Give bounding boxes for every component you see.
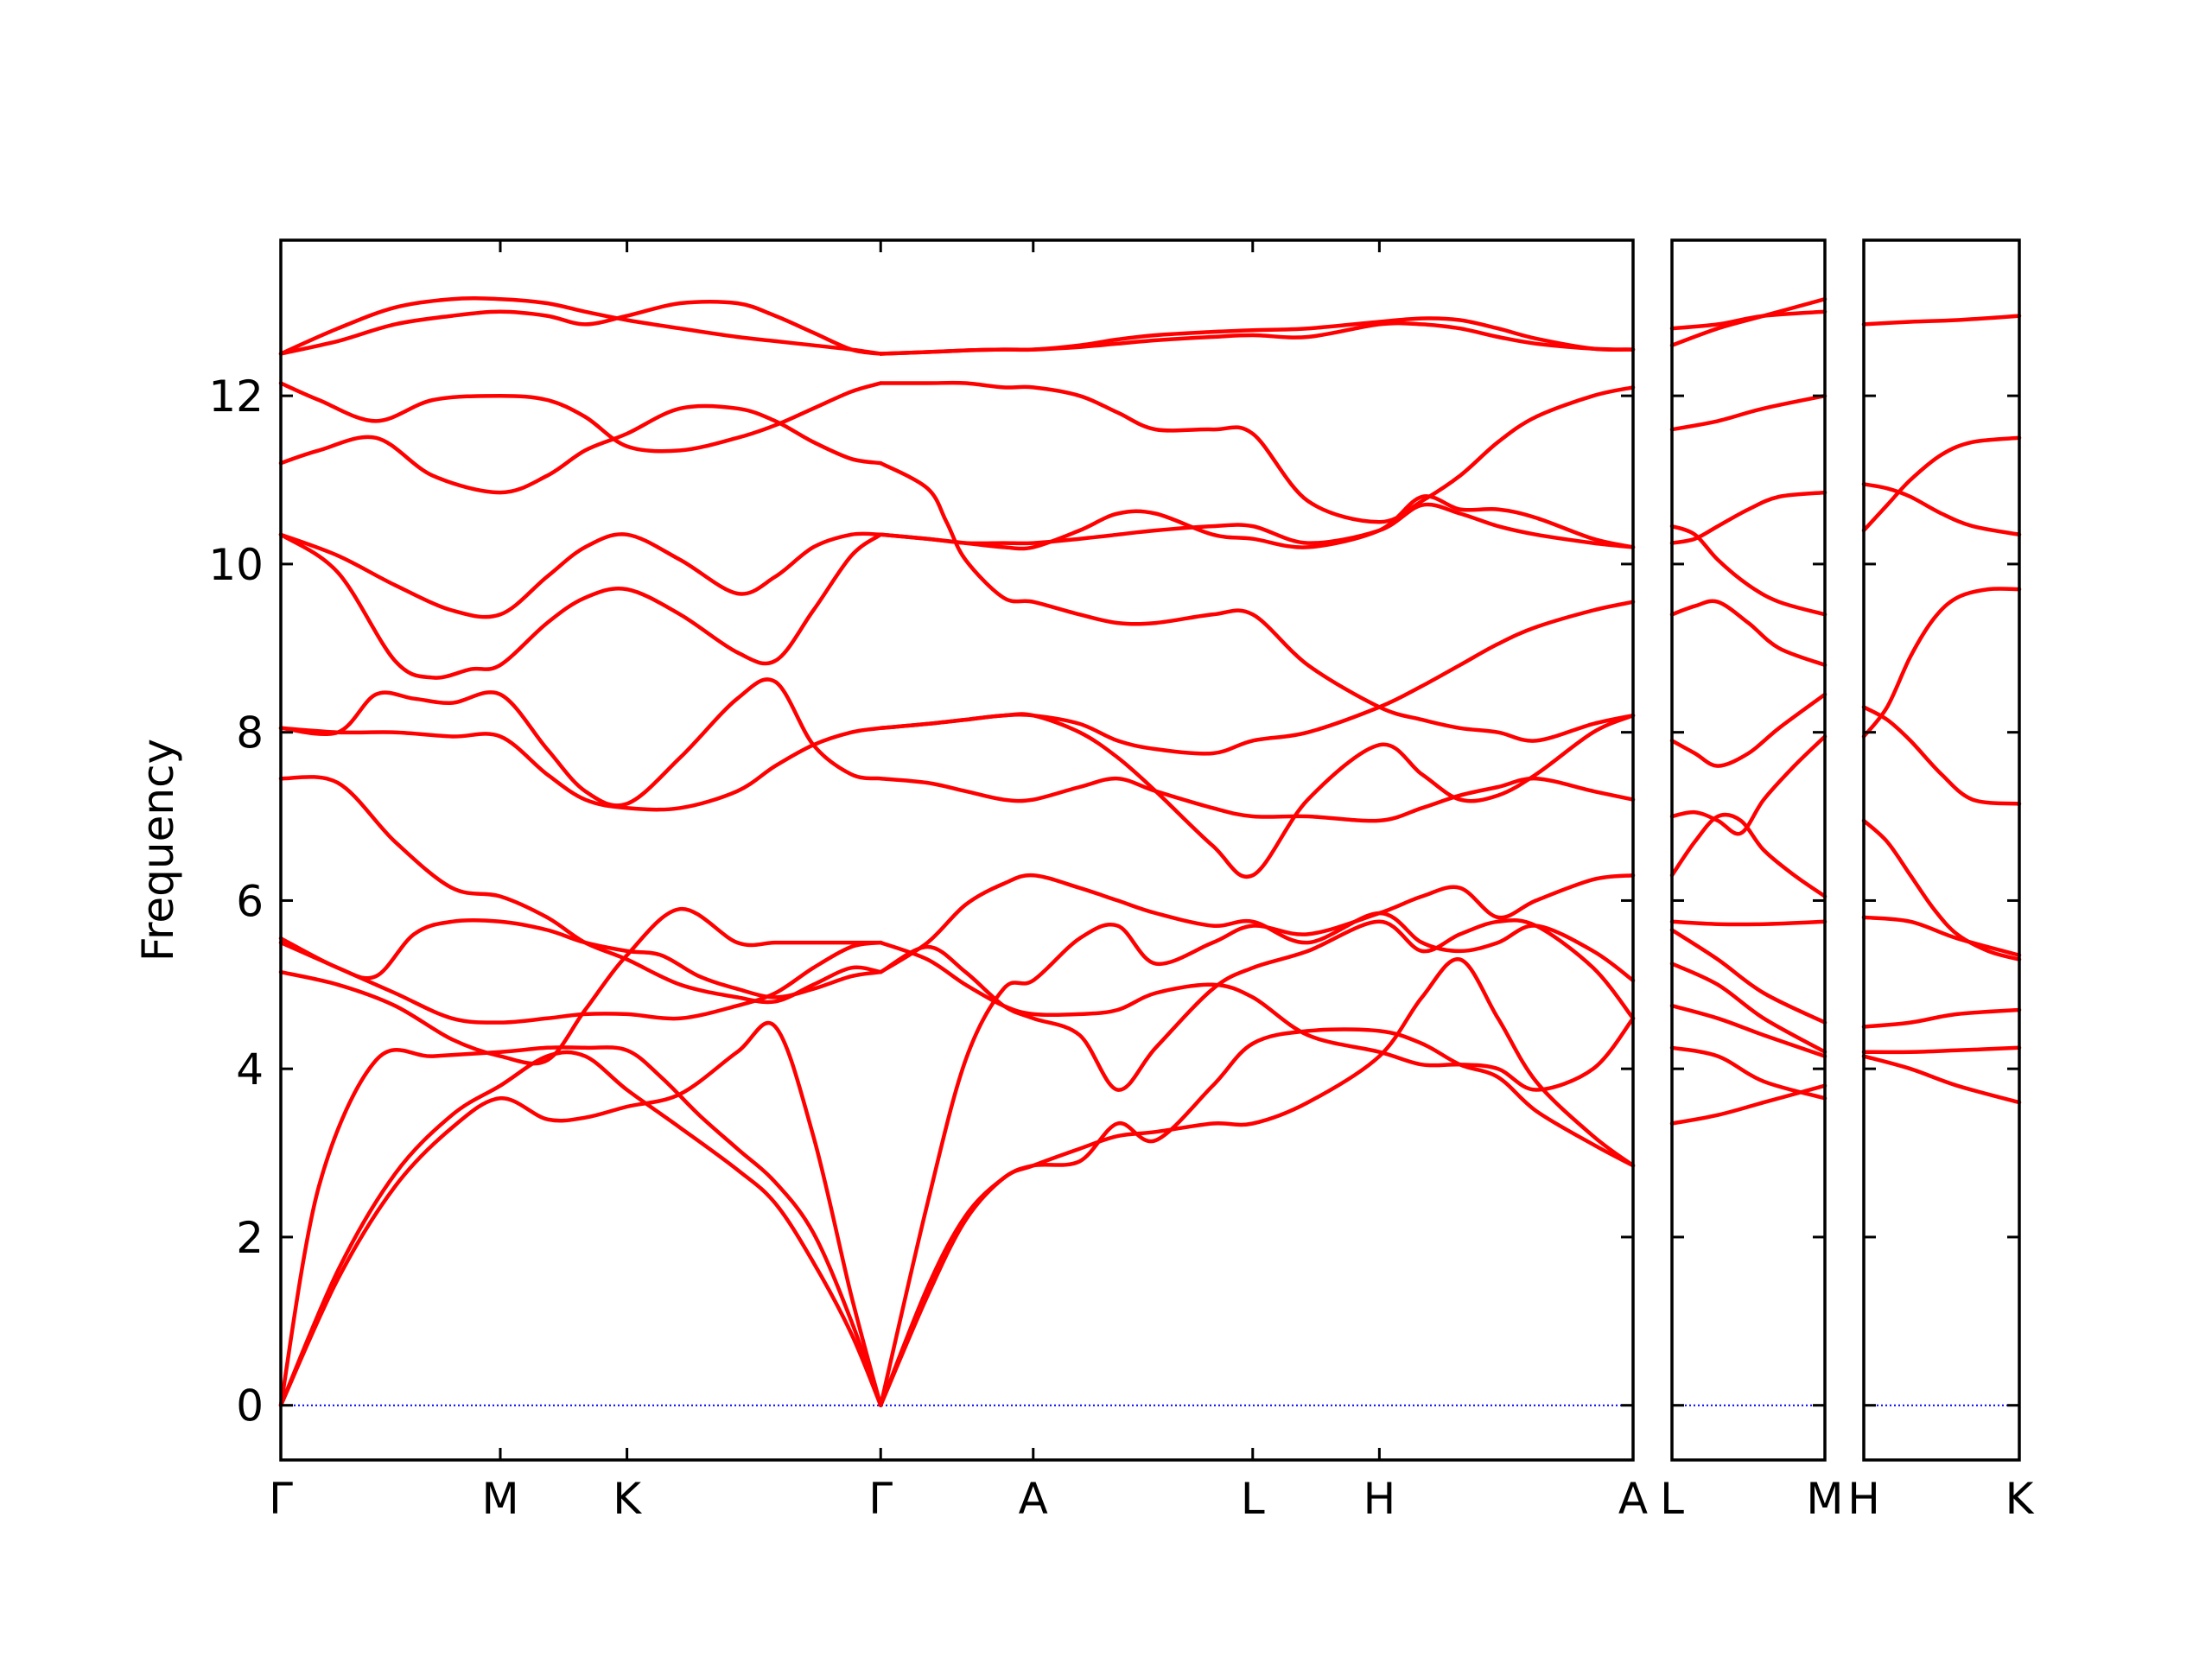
band-line bbox=[1669, 309, 1827, 331]
band-line bbox=[278, 295, 883, 356]
band-line bbox=[1861, 435, 2022, 533]
band-line bbox=[1861, 1007, 2022, 1029]
axes-frame bbox=[279, 238, 1635, 1462]
x-tick-label: Γ bbox=[868, 1474, 893, 1524]
axes-frame bbox=[1670, 238, 1827, 1462]
band-line bbox=[1861, 314, 2022, 327]
band-line bbox=[878, 380, 1636, 524]
band-line bbox=[1669, 490, 1827, 545]
band-line bbox=[278, 299, 883, 356]
band-line bbox=[878, 776, 1636, 823]
x-tick-label: L bbox=[1660, 1474, 1684, 1524]
y-tick-label: 10 bbox=[208, 540, 264, 590]
x-tick-label: L bbox=[1241, 1474, 1265, 1524]
band-line bbox=[1861, 705, 2022, 806]
y-tick-label: 12 bbox=[208, 371, 264, 422]
band-line bbox=[278, 381, 883, 454]
x-tick-label: A bbox=[1618, 1474, 1648, 1524]
axes-frame bbox=[1862, 238, 2021, 1462]
band-line bbox=[1669, 296, 1827, 347]
x-tick-label: Γ bbox=[269, 1474, 293, 1524]
band-line bbox=[278, 677, 883, 808]
band-line bbox=[1669, 692, 1827, 768]
band-line bbox=[878, 873, 1636, 983]
band-line bbox=[878, 873, 1636, 1407]
y-tick-label: 8 bbox=[236, 708, 264, 759]
y-tick-label: 2 bbox=[236, 1213, 264, 1263]
band-line bbox=[1669, 734, 1827, 836]
band-line bbox=[878, 600, 1636, 756]
band-line bbox=[1861, 587, 2022, 739]
band-line bbox=[1669, 962, 1827, 1054]
band-line bbox=[278, 1050, 883, 1407]
band-line bbox=[278, 940, 883, 1025]
x-tick-label: A bbox=[1019, 1474, 1048, 1524]
band-line bbox=[1669, 928, 1827, 1025]
y-tick-label: 0 bbox=[236, 1381, 264, 1431]
band-line bbox=[278, 726, 883, 812]
x-tick-label: M bbox=[1806, 1474, 1843, 1524]
band-line bbox=[1861, 1054, 2022, 1105]
band-line bbox=[1861, 482, 2022, 537]
band-line bbox=[1669, 1045, 1827, 1101]
band-line bbox=[1669, 524, 1827, 617]
band-line bbox=[1861, 915, 2022, 957]
y-tick-label: 4 bbox=[236, 1044, 264, 1095]
band-line bbox=[878, 460, 1636, 743]
band-line bbox=[1861, 1045, 2022, 1055]
band-line bbox=[1669, 1003, 1827, 1058]
x-tick-label: K bbox=[2005, 1474, 2035, 1524]
band-line bbox=[878, 940, 1636, 1092]
y-axis-label: Frequency bbox=[133, 739, 183, 962]
band-line bbox=[278, 403, 883, 495]
x-tick-label: H bbox=[1363, 1474, 1396, 1524]
band-line bbox=[1669, 393, 1827, 432]
band-line bbox=[278, 532, 883, 680]
band-line bbox=[278, 1045, 883, 1407]
band-line bbox=[1669, 812, 1827, 898]
band-line bbox=[878, 316, 1636, 356]
band-line bbox=[1669, 599, 1827, 668]
band-line bbox=[878, 1027, 1636, 1407]
band-line bbox=[878, 494, 1636, 551]
band-line bbox=[878, 502, 1636, 549]
y-tick-label: 6 bbox=[236, 876, 264, 926]
x-tick-label: K bbox=[613, 1474, 642, 1524]
band-line bbox=[278, 531, 883, 619]
band-line bbox=[278, 775, 883, 1005]
band-line bbox=[878, 957, 1636, 1407]
band-line bbox=[1861, 818, 2022, 962]
band-line bbox=[278, 1020, 883, 1407]
x-tick-label: H bbox=[1847, 1474, 1880, 1524]
band-line bbox=[278, 906, 883, 1066]
band-line bbox=[1669, 919, 1827, 927]
x-tick-label: M bbox=[481, 1474, 518, 1524]
